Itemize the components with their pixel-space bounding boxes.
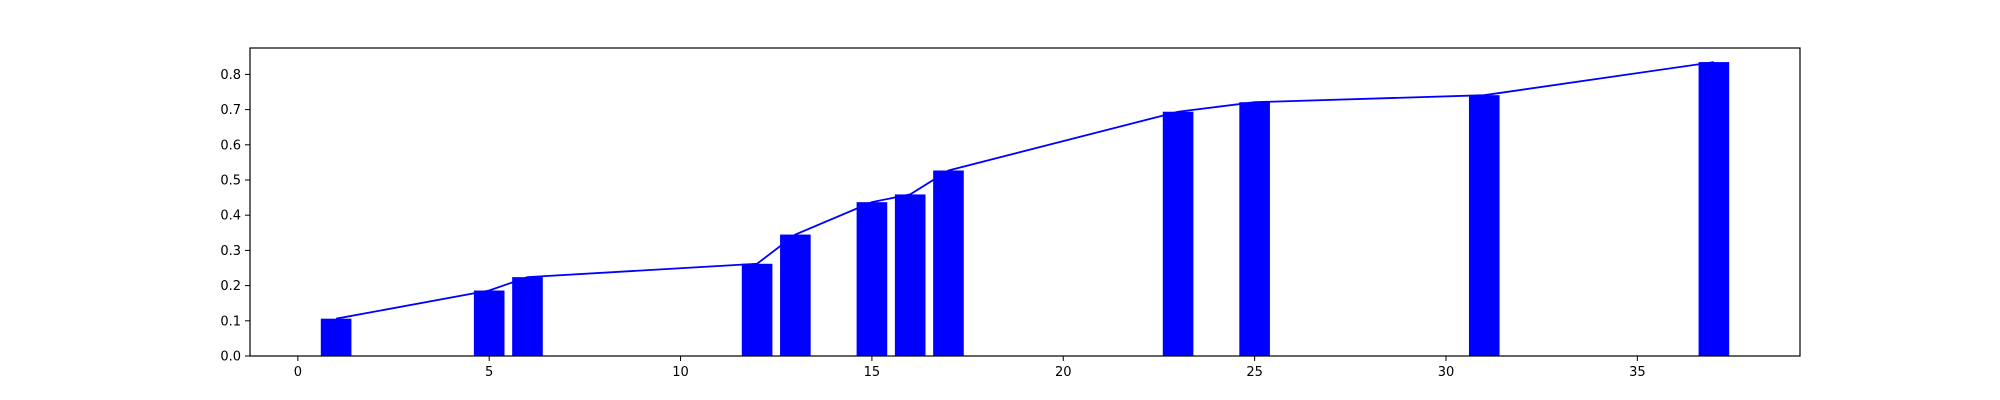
- x-tick-label: 0: [294, 365, 302, 380]
- y-tick-label: 0.1: [220, 314, 241, 329]
- bar: [1239, 102, 1270, 356]
- series-line: [335, 61, 1715, 320]
- bars: [320, 62, 1730, 357]
- y-tick-label: 0.4: [220, 209, 241, 224]
- x-axis: 0 5 10 15 20 25 30 35: [294, 356, 1646, 380]
- bar: [856, 202, 888, 356]
- bar: [741, 263, 773, 356]
- bar: [512, 277, 543, 356]
- y-tick-label: 0.3: [220, 244, 241, 259]
- bar: [780, 234, 811, 356]
- bar: [894, 194, 926, 356]
- x-tick-label: 30: [1438, 365, 1455, 380]
- bar: [1162, 111, 1194, 356]
- x-tick-label: 25: [1246, 365, 1263, 380]
- x-tick-label: 35: [1629, 365, 1646, 380]
- y-tick-label: 0.6: [220, 138, 241, 153]
- y-tick-label: 0.5: [220, 174, 241, 189]
- y-tick-label: 0.7: [220, 103, 241, 118]
- x-tick-label: 5: [485, 365, 493, 380]
- bar: [1468, 95, 1500, 356]
- x-tick-label: 10: [672, 365, 689, 380]
- y-tick-label: 0.0: [220, 350, 241, 365]
- bar: [320, 318, 352, 356]
- bar: [473, 290, 505, 356]
- bar: [1698, 62, 1730, 357]
- y-tick-label: 0.8: [220, 68, 241, 83]
- x-tick-label: 15: [864, 365, 881, 380]
- x-tick-label: 20: [1055, 365, 1072, 380]
- bar: [933, 170, 964, 356]
- plot-area-frame: [249, 47, 1801, 357]
- y-tick-label: 0.2: [220, 279, 241, 294]
- y-axis: 0.0 0.1 0.2 0.3 0.4 0.5 0.6 0.7 0.8: [220, 68, 250, 365]
- series-line-group: [335, 61, 1715, 320]
